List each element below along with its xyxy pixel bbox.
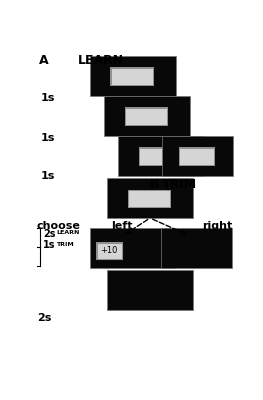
Bar <box>140 148 181 165</box>
Text: +10: +10 <box>101 246 118 255</box>
Text: 1s: 1s <box>41 93 55 103</box>
Text: 1s: 1s <box>41 171 55 181</box>
Text: 2s: 2s <box>43 229 55 239</box>
Bar <box>180 148 214 165</box>
Bar <box>179 147 215 166</box>
Text: TRIM: TRIM <box>56 242 74 247</box>
Bar <box>128 190 171 208</box>
Text: 1s: 1s <box>41 133 55 143</box>
Text: B: B <box>150 178 160 191</box>
Text: 1s: 1s <box>43 240 55 250</box>
Bar <box>125 107 168 126</box>
Bar <box>139 147 182 166</box>
Text: TRIM: TRIM <box>162 178 198 191</box>
Bar <box>161 228 232 268</box>
Text: LEARN: LEARN <box>78 54 124 67</box>
Text: LEARN: LEARN <box>56 230 80 235</box>
Bar <box>107 270 193 310</box>
Bar <box>110 67 154 86</box>
Bar <box>96 242 123 260</box>
Text: right: right <box>202 221 232 231</box>
Bar <box>107 178 193 218</box>
Text: 2s: 2s <box>37 314 51 324</box>
Bar <box>126 108 167 124</box>
Bar <box>90 56 176 96</box>
Bar <box>162 136 233 176</box>
Text: left: left <box>111 221 133 231</box>
Bar <box>118 136 204 176</box>
Bar <box>90 228 176 268</box>
Text: A: A <box>39 54 49 67</box>
Bar <box>129 191 170 207</box>
Bar <box>104 96 190 136</box>
Text: choose: choose <box>37 221 81 231</box>
Bar <box>112 68 153 84</box>
Bar <box>97 243 122 259</box>
